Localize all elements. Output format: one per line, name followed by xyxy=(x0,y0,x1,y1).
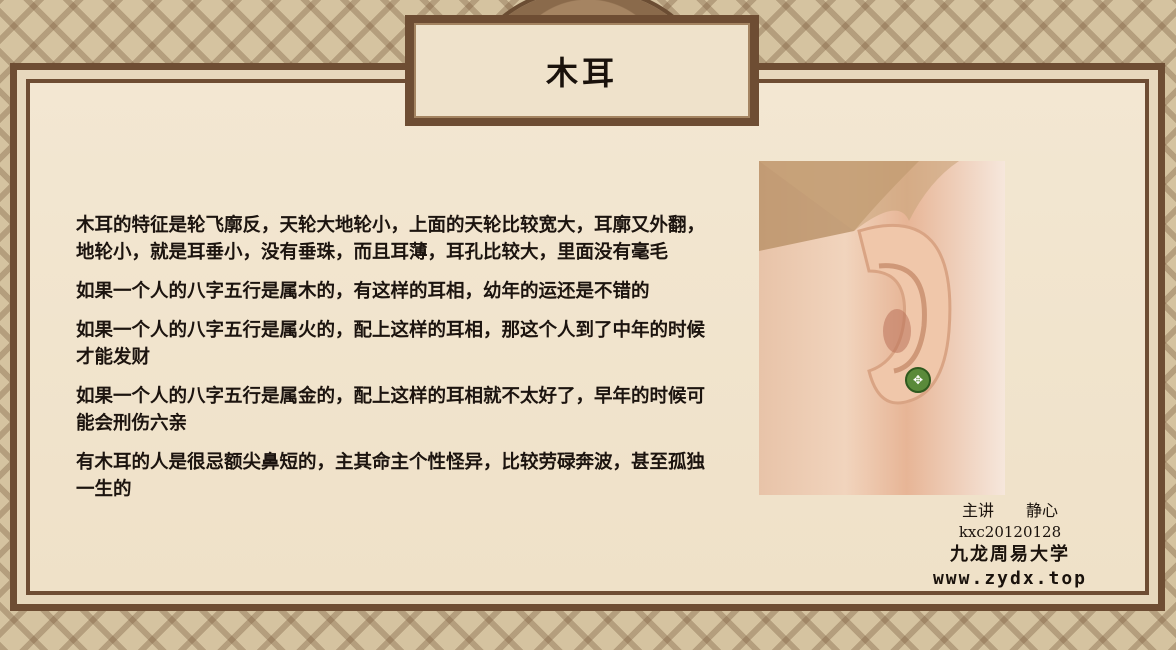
paragraph-3: 如果一个人的八字五行是属火的，配上这样的耳相，那这个人到了中年的时候才能发财 xyxy=(76,320,706,368)
ear-photo xyxy=(759,161,1005,495)
slide-body: 木耳的特征是轮飞廓反，天轮大地轮小，上面的天轮比较宽大，耳廓又外翻，地轮小，就是… xyxy=(76,212,716,515)
paragraph-5: 有木耳的人是很忌额尖鼻短的，主其命主个性怪异，比较劳碌奔波，甚至孤独一生的 xyxy=(76,452,706,500)
credits: 主讲 静心 kxc20120128 九龙周易大学 www.zydx.top xyxy=(900,500,1120,590)
course-code: kxc20120128 xyxy=(958,523,1062,541)
paragraph-1: 木耳的特征是轮飞廓反，天轮大地轮小，上面的天轮比较宽大，耳廓又外翻，地轮小，就是… xyxy=(76,215,706,263)
university-name: 九龙周易大学 xyxy=(950,544,1070,565)
title-box: 木耳 xyxy=(414,23,750,118)
pointer-cursor-icon: ✥ xyxy=(905,367,931,393)
website-url: www.zydx.top xyxy=(932,568,1088,589)
slide-title: 木耳 xyxy=(545,53,618,92)
paragraph-4: 如果一个人的八字五行是属金的，配上这样的耳相就不太好了，早年的时候可能会刑伤六亲 xyxy=(76,386,706,434)
ear-illustration xyxy=(759,161,959,405)
lecturer-label: 主讲 静心 xyxy=(961,501,1058,520)
paragraph-2: 如果一个人的八字五行是属木的，有这样的耳相，幼年的运还是不错的 xyxy=(76,281,650,302)
